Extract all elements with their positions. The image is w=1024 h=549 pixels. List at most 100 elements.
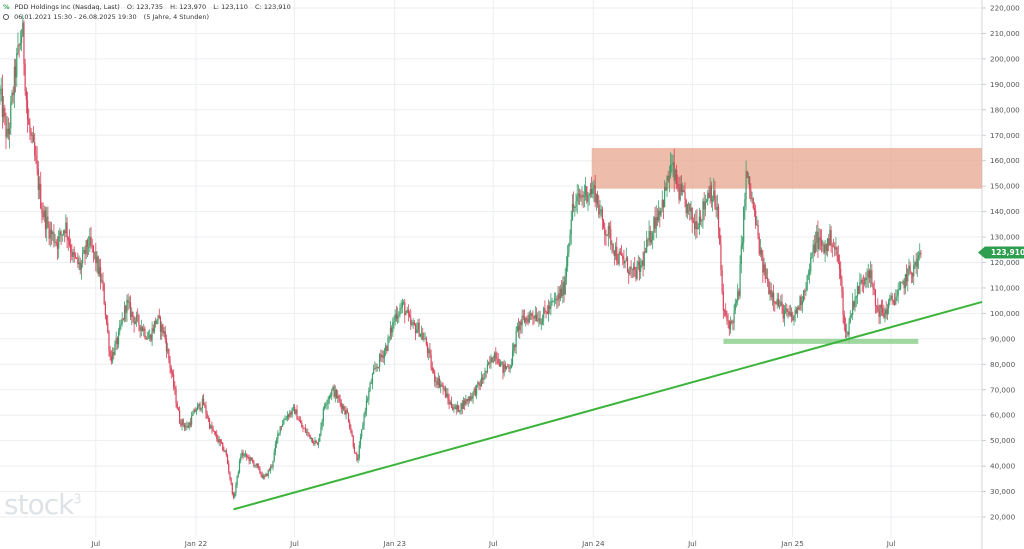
candle-body — [601, 209, 603, 221]
candle-body — [276, 439, 278, 445]
candle-body — [743, 207, 745, 243]
candle-body — [531, 313, 533, 317]
candle-body — [453, 408, 455, 410]
candle-body — [265, 473, 267, 477]
y-tick-label: 220,000 — [990, 4, 1020, 13]
candle-body — [217, 438, 219, 443]
candle-body — [133, 317, 135, 325]
candle-body — [897, 289, 899, 296]
candle-body — [258, 465, 260, 468]
candle-body — [426, 344, 429, 353]
candle-body — [201, 398, 203, 409]
candle-body — [861, 279, 863, 284]
last-price-label: 123,910 — [991, 248, 1024, 257]
candle-body — [254, 465, 256, 467]
candle-body — [314, 440, 316, 444]
candle-body — [216, 433, 218, 439]
candle-body — [716, 206, 718, 210]
candle-body — [6, 128, 8, 138]
candle-body — [152, 328, 154, 332]
candle-body — [272, 460, 274, 467]
candle-body — [683, 189, 685, 193]
low-value: L: 123,110 — [213, 3, 248, 11]
candle-body — [567, 253, 569, 267]
candle-body — [915, 262, 917, 267]
candle-body — [860, 279, 862, 283]
candle-body — [103, 283, 105, 305]
candle-body — [302, 427, 304, 429]
candle-body — [528, 314, 530, 323]
candle-body — [717, 206, 720, 228]
candle-body — [417, 322, 419, 330]
x-tick-label: Jan 24 — [581, 539, 605, 548]
candle-body — [200, 408, 202, 410]
candle-body — [270, 466, 272, 471]
y-tick-label: 130,000 — [990, 233, 1020, 242]
candle-body — [325, 404, 327, 406]
y-tick-label: 80,000 — [990, 360, 1016, 369]
candle-body — [757, 224, 759, 237]
candle-body — [323, 405, 326, 409]
candle-body — [885, 309, 887, 315]
candle-body — [86, 240, 89, 247]
candle-body — [678, 187, 680, 200]
candle-body — [346, 410, 348, 414]
candle-body — [424, 338, 426, 339]
candle-body — [98, 267, 100, 275]
candle-body — [655, 217, 657, 229]
candle-body — [879, 304, 881, 317]
candle-body — [642, 260, 644, 267]
candle-body — [461, 403, 463, 409]
candle-body — [119, 325, 121, 332]
candle-body — [430, 354, 432, 368]
candle-body — [646, 239, 648, 253]
candle-body — [682, 189, 684, 192]
candle-body — [907, 268, 909, 282]
candle-body — [608, 226, 611, 230]
candle-body — [890, 295, 892, 299]
x-tick-label: Jul — [687, 539, 697, 548]
candle-body — [299, 420, 302, 423]
candle-body — [598, 204, 600, 215]
candle-body — [208, 419, 211, 429]
candle-body — [796, 307, 799, 314]
candle-body — [800, 296, 802, 306]
candle-body — [207, 417, 209, 420]
candle-body — [599, 211, 601, 215]
candle-body — [790, 312, 793, 317]
candle-body — [41, 208, 43, 214]
candle-body — [143, 328, 145, 331]
candle-body — [581, 194, 583, 199]
candle-body — [612, 244, 614, 252]
candle-body — [658, 210, 660, 221]
candle-body — [568, 243, 570, 254]
candle-body — [357, 458, 359, 461]
candle-body — [381, 355, 383, 358]
candle-body — [202, 398, 205, 406]
candle-body — [78, 262, 80, 265]
candle-body — [53, 232, 55, 243]
candle-body — [750, 189, 752, 199]
y-tick-label: 90,000 — [990, 334, 1016, 343]
candle-body — [294, 406, 296, 414]
candle-body — [484, 370, 486, 379]
y-tick-label: 120,000 — [990, 258, 1020, 267]
candle-body — [895, 297, 897, 305]
candle-body — [240, 457, 242, 461]
candle-body — [691, 207, 693, 222]
candle-body — [725, 310, 727, 316]
candle-body — [656, 217, 659, 221]
candle-body — [777, 298, 780, 306]
candle-body — [198, 403, 200, 406]
candle-body — [123, 305, 126, 320]
candle-body — [28, 119, 30, 125]
candle-body — [504, 364, 506, 369]
candle-body — [741, 242, 744, 246]
candle-body — [563, 282, 565, 295]
candle-body — [830, 230, 832, 246]
candle-body — [763, 264, 765, 273]
date-range: 06.01.2021 15:30 - 26.08.2025 19:30 — [14, 13, 137, 21]
candle-body — [371, 373, 374, 383]
